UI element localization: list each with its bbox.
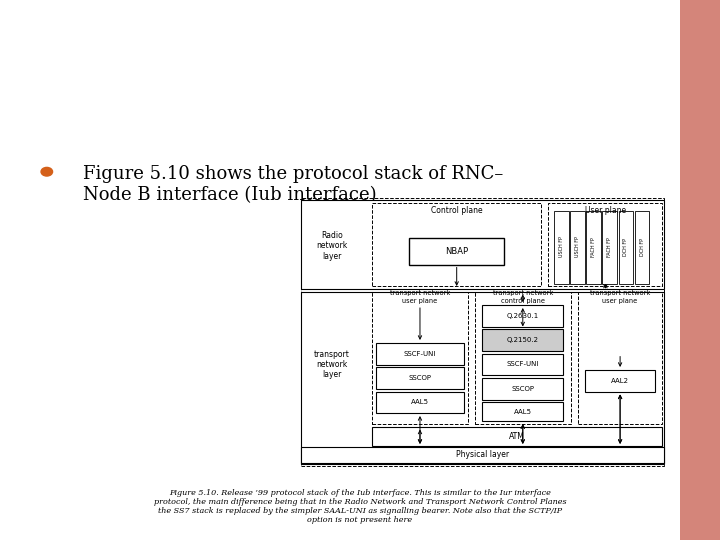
Circle shape <box>41 167 53 176</box>
Text: FACH FP: FACH FP <box>591 237 596 257</box>
Text: AAL5: AAL5 <box>411 399 429 406</box>
Bar <box>578 292 662 424</box>
Text: Q.2630.1: Q.2630.1 <box>507 313 539 319</box>
Text: DCH FP: DCH FP <box>624 238 629 256</box>
Bar <box>482 305 563 327</box>
Text: DCH FP: DCH FP <box>639 238 644 256</box>
Text: Node B interface (Iub interface): Node B interface (Iub interface) <box>83 186 377 204</box>
Bar <box>301 447 664 463</box>
Text: transport network
user plane: transport network user plane <box>590 291 650 303</box>
Text: FACH FP: FACH FP <box>607 237 612 257</box>
Bar <box>570 211 585 284</box>
Bar <box>482 354 563 375</box>
Bar <box>482 402 563 421</box>
Text: transport
network
layer: transport network layer <box>314 349 350 380</box>
Text: transport network
control plane: transport network control plane <box>492 291 553 303</box>
Text: SSCOP: SSCOP <box>408 375 431 381</box>
Bar <box>482 329 563 351</box>
Text: SSCF-UNI: SSCF-UNI <box>404 350 436 357</box>
Text: USCH FP: USCH FP <box>575 237 580 258</box>
Bar <box>372 292 468 424</box>
Bar <box>376 367 464 389</box>
Text: transport network
user plane: transport network user plane <box>390 291 450 303</box>
Text: Figure 5.10. Release ’99 protocol stack of the Iub interface. This is similar to: Figure 5.10. Release ’99 protocol stack … <box>153 489 567 524</box>
Text: ATM: ATM <box>509 431 525 441</box>
Text: Q.2150.2: Q.2150.2 <box>507 337 539 343</box>
Text: AAL5: AAL5 <box>514 409 532 415</box>
Bar <box>376 343 464 364</box>
Bar <box>376 392 464 413</box>
Bar <box>372 427 662 446</box>
Text: User plane: User plane <box>585 206 626 215</box>
Bar <box>603 211 617 284</box>
Text: AAL2: AAL2 <box>611 377 629 384</box>
Bar <box>301 200 664 289</box>
Text: Physical layer: Physical layer <box>456 450 509 460</box>
Bar <box>475 292 570 424</box>
Bar <box>409 238 505 265</box>
Bar <box>549 202 662 286</box>
Bar <box>585 370 655 392</box>
Bar <box>482 378 563 400</box>
Text: NBAP: NBAP <box>445 247 468 255</box>
Text: Control plane: Control plane <box>431 206 482 215</box>
Text: USCH FP: USCH FP <box>559 237 564 258</box>
Bar <box>554 211 569 284</box>
Bar <box>680 0 720 540</box>
Bar <box>372 202 541 286</box>
Text: Figure 5.10 shows the protocol stack of RNC–: Figure 5.10 shows the protocol stack of … <box>83 165 503 183</box>
Bar <box>618 211 634 284</box>
Text: SSCOP: SSCOP <box>511 386 534 392</box>
Bar <box>301 292 664 464</box>
Bar <box>635 211 649 284</box>
Bar <box>586 211 601 284</box>
Text: Radio
network
layer: Radio network layer <box>316 231 348 261</box>
Text: SSCF-UNI: SSCF-UNI <box>507 361 539 368</box>
